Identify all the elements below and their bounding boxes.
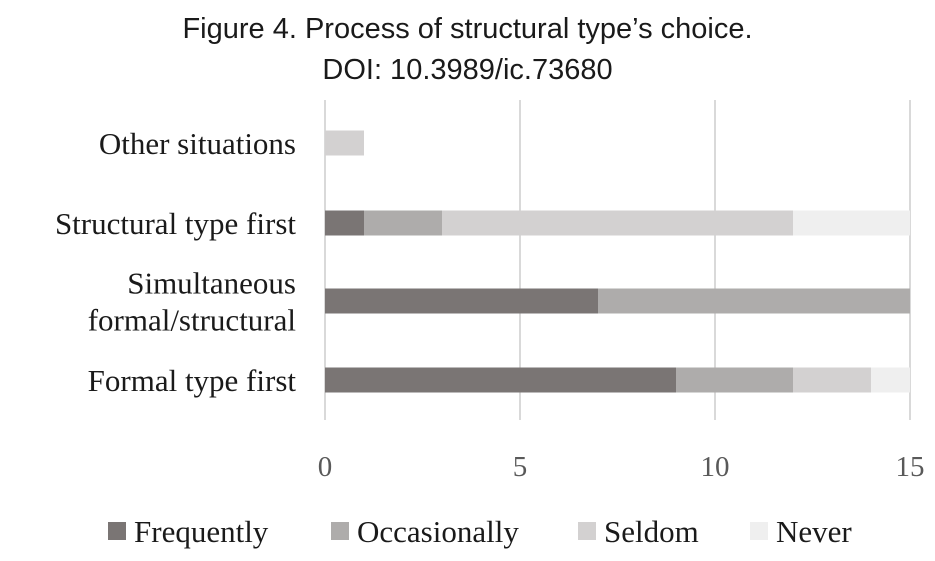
bar-segment-never [793, 210, 910, 236]
legend-label: Occasionally [357, 514, 519, 549]
bar-segment-frequently [325, 288, 598, 314]
bar-segment-frequently [325, 367, 676, 393]
legend-item-seldom: Seldom [578, 514, 699, 549]
bar-segment-never [871, 367, 910, 393]
category-label: Simultaneous [127, 266, 296, 301]
bar-segment-occasionally [364, 210, 442, 236]
x-tick-label: 5 [513, 451, 528, 483]
legend-item-frequently: Frequently [108, 514, 269, 549]
legend: Frequently Occasionally Seldom Never [108, 514, 852, 549]
category-label: Other situations [99, 126, 296, 161]
bar-segment-seldom [325, 130, 364, 156]
category-label: Structural type first [55, 206, 296, 241]
legend-item-occasionally: Occasionally [331, 514, 519, 549]
bar-segment-frequently [325, 210, 364, 236]
bars [325, 130, 910, 393]
chart-title: Figure 4. Process of structural type’s c… [182, 13, 753, 45]
bar-segment-seldom [793, 367, 871, 393]
category-labels: Other situations Structural type first Sim… [55, 126, 296, 398]
x-tick-label: 0 [318, 451, 333, 483]
legend-label: Never [776, 514, 852, 549]
legend-swatch [578, 522, 596, 540]
legend-swatch [750, 522, 768, 540]
legend-swatch [331, 522, 349, 540]
legend-label: Seldom [604, 514, 699, 549]
category-label: formal/structural [88, 303, 296, 338]
chart-subtitle: DOI: 10.3989/ic.73680 [322, 54, 613, 86]
x-tick-label: 10 [701, 451, 730, 483]
legend-swatch [108, 522, 126, 540]
bar-segment-seldom [442, 210, 793, 236]
legend-item-never: Never [750, 514, 852, 549]
x-tick-label: 15 [896, 451, 925, 483]
x-tick-labels: 0 5 10 15 [318, 451, 925, 483]
category-label: Formal type first [88, 363, 297, 398]
bar-segment-occasionally [676, 367, 793, 393]
bar-segment-occasionally [598, 288, 910, 314]
legend-label: Frequently [134, 514, 269, 549]
